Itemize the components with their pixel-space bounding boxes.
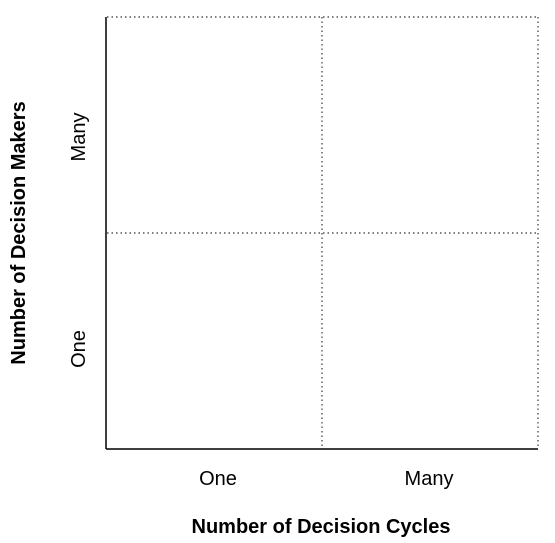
x-tick-label-many: Many — [404, 468, 454, 490]
x-axis-title: Number of Decision Cycles — [191, 516, 451, 538]
y-axis-title: Number of Decision Makers — [8, 101, 30, 365]
y-tick-label-one: One — [68, 330, 90, 368]
x-tick-label-one: One — [199, 468, 237, 490]
y-tick-label-many: Many — [68, 112, 90, 162]
